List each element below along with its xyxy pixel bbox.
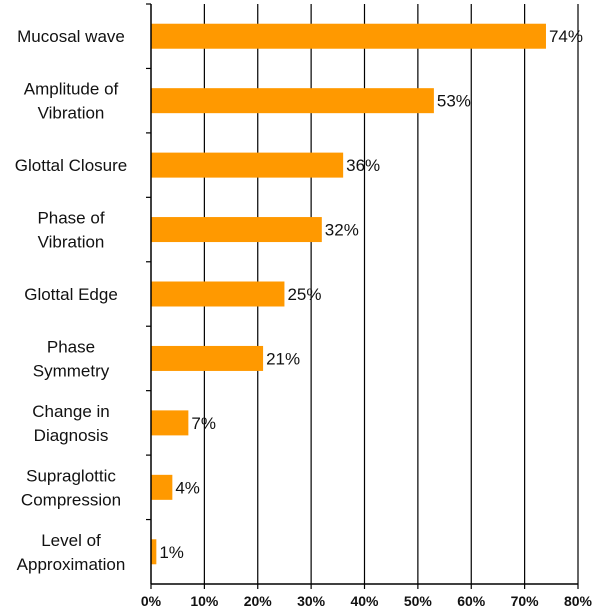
category-label-line: Compression xyxy=(21,490,121,509)
data-label: 21% xyxy=(266,349,300,368)
category-label-line: Glottal Edge xyxy=(24,285,118,304)
category-label: Level of Approximation xyxy=(17,531,126,574)
x-tick-label: 80% xyxy=(564,593,593,609)
category-label-line: Supraglottic xyxy=(26,466,116,485)
category-label-line: Approximation xyxy=(17,555,126,574)
category-label-line: Mucosal wave xyxy=(17,27,125,46)
x-tick-label: 20% xyxy=(244,593,273,609)
category-label: Glottal Closure xyxy=(15,156,127,175)
data-label: 36% xyxy=(346,156,380,175)
bar-glottal-edge xyxy=(151,281,285,307)
labels: 0% 10% 20% 30% 40% 50% 60% 70% 80% 74% Mucosal wav… xyxy=(15,27,593,609)
category-label-line: Glottal Closure xyxy=(15,156,127,175)
category-label-line: Amplitude of xyxy=(24,80,119,99)
bar-mucosal-wave xyxy=(151,23,546,49)
x-tick-label: 0% xyxy=(141,593,162,609)
bars xyxy=(151,23,546,565)
category-label: Phase Symmetry xyxy=(33,337,110,380)
data-label: 25% xyxy=(287,285,321,304)
data-label: 1% xyxy=(159,543,184,562)
x-tick-label: 60% xyxy=(457,593,486,609)
x-tick-label: 50% xyxy=(404,593,433,609)
x-tick-label: 70% xyxy=(511,593,540,609)
bar-glottal-closure xyxy=(151,152,344,178)
category-label-line: Diagnosis xyxy=(34,426,109,445)
category-label-line: Level of xyxy=(41,531,101,550)
category-label: Change in Diagnosis xyxy=(32,402,110,445)
x-tick-label: 30% xyxy=(297,593,326,609)
data-label: 53% xyxy=(437,92,471,111)
data-label: 74% xyxy=(549,27,583,46)
data-label: 32% xyxy=(325,221,359,240)
axes xyxy=(146,3,579,589)
category-label: Supraglottic Compression xyxy=(21,466,121,509)
category-label-line: Vibration xyxy=(38,104,105,123)
x-tick-label: 40% xyxy=(350,593,379,609)
category-label-line: Phase xyxy=(47,337,95,356)
category-label: Mucosal wave xyxy=(17,27,125,46)
bar-phase-symmetry xyxy=(151,345,264,371)
category-label-line: Vibration xyxy=(38,233,105,252)
bar-level-of-approximation xyxy=(151,539,157,565)
bar-amplitude-of-vibration xyxy=(151,88,434,114)
x-tick-label: 10% xyxy=(190,593,219,609)
category-label-line: Symmetry xyxy=(33,361,110,380)
data-label: 7% xyxy=(191,414,216,433)
category-label-line: Phase of xyxy=(37,209,104,228)
data-label: 4% xyxy=(175,478,200,497)
bar-supraglottic-compression xyxy=(151,474,173,500)
category-label-line: Change in xyxy=(32,402,110,421)
category-label: Phase of Vibration xyxy=(37,209,104,252)
category-label: Amplitude of Vibration xyxy=(24,80,119,123)
category-label: Glottal Edge xyxy=(24,285,118,304)
bar-phase-of-vibration xyxy=(151,217,322,243)
bar-change-in-diagnosis xyxy=(151,410,189,436)
